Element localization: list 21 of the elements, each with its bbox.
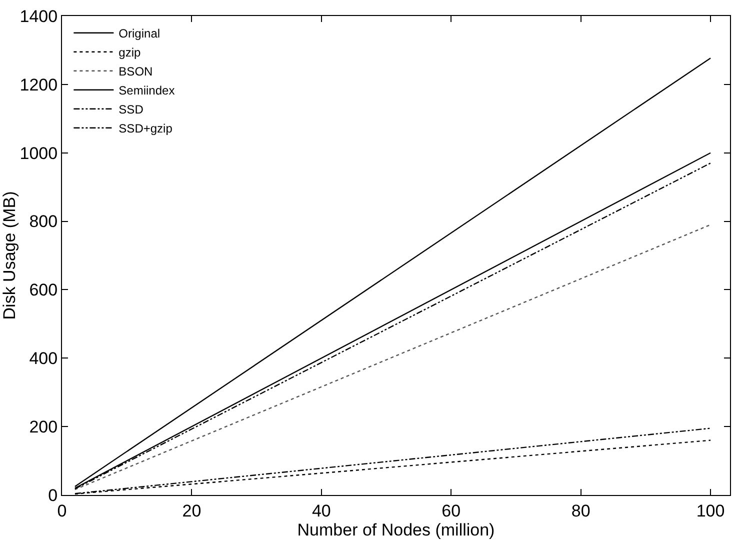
x-tick-label: 20	[182, 501, 202, 520]
x-tick-label: 40	[312, 501, 331, 520]
legend-label: SSD+gzip	[118, 122, 173, 136]
legend-label: Semiindex	[118, 84, 175, 98]
y-tick-label: 400	[29, 349, 58, 368]
x-tick-label: 100	[696, 501, 725, 520]
y-axis-title: Disk Usage (MB)	[0, 191, 19, 320]
y-tick-label: 800	[29, 212, 58, 232]
y-tick-label: 1000	[20, 144, 58, 163]
legend-label: gzip	[118, 46, 142, 60]
legend-label: SSD	[118, 102, 144, 117]
y-tick-label: 600	[29, 280, 58, 300]
y-tick-label: 1200	[20, 75, 58, 94]
y-tick-label: 1400	[20, 6, 58, 26]
x-tick-label: 60	[442, 501, 461, 520]
y-tick-label: 0	[48, 486, 58, 505]
x-tick-label: 80	[571, 501, 590, 520]
legend-label: Original	[118, 26, 160, 41]
y-tick-label: 200	[29, 418, 58, 437]
legend-label: BSON	[118, 64, 153, 79]
x-axis-title: Number of Nodes (million)	[297, 520, 495, 540]
